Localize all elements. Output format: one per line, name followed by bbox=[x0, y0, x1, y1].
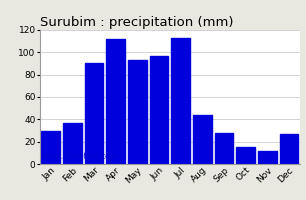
Bar bbox=[150, 56, 168, 164]
Bar bbox=[258, 151, 277, 164]
Bar bbox=[85, 63, 103, 164]
Bar bbox=[171, 38, 190, 164]
Text: Surubim : precipitation (mm): Surubim : precipitation (mm) bbox=[40, 16, 233, 29]
Bar bbox=[215, 133, 233, 164]
Bar bbox=[237, 147, 255, 164]
Bar bbox=[106, 39, 125, 164]
Text: www.allmetsat.com: www.allmetsat.com bbox=[42, 152, 118, 161]
Bar bbox=[280, 134, 298, 164]
Bar bbox=[41, 130, 60, 164]
Bar bbox=[63, 123, 81, 164]
Bar bbox=[193, 115, 211, 164]
Bar bbox=[128, 60, 147, 164]
